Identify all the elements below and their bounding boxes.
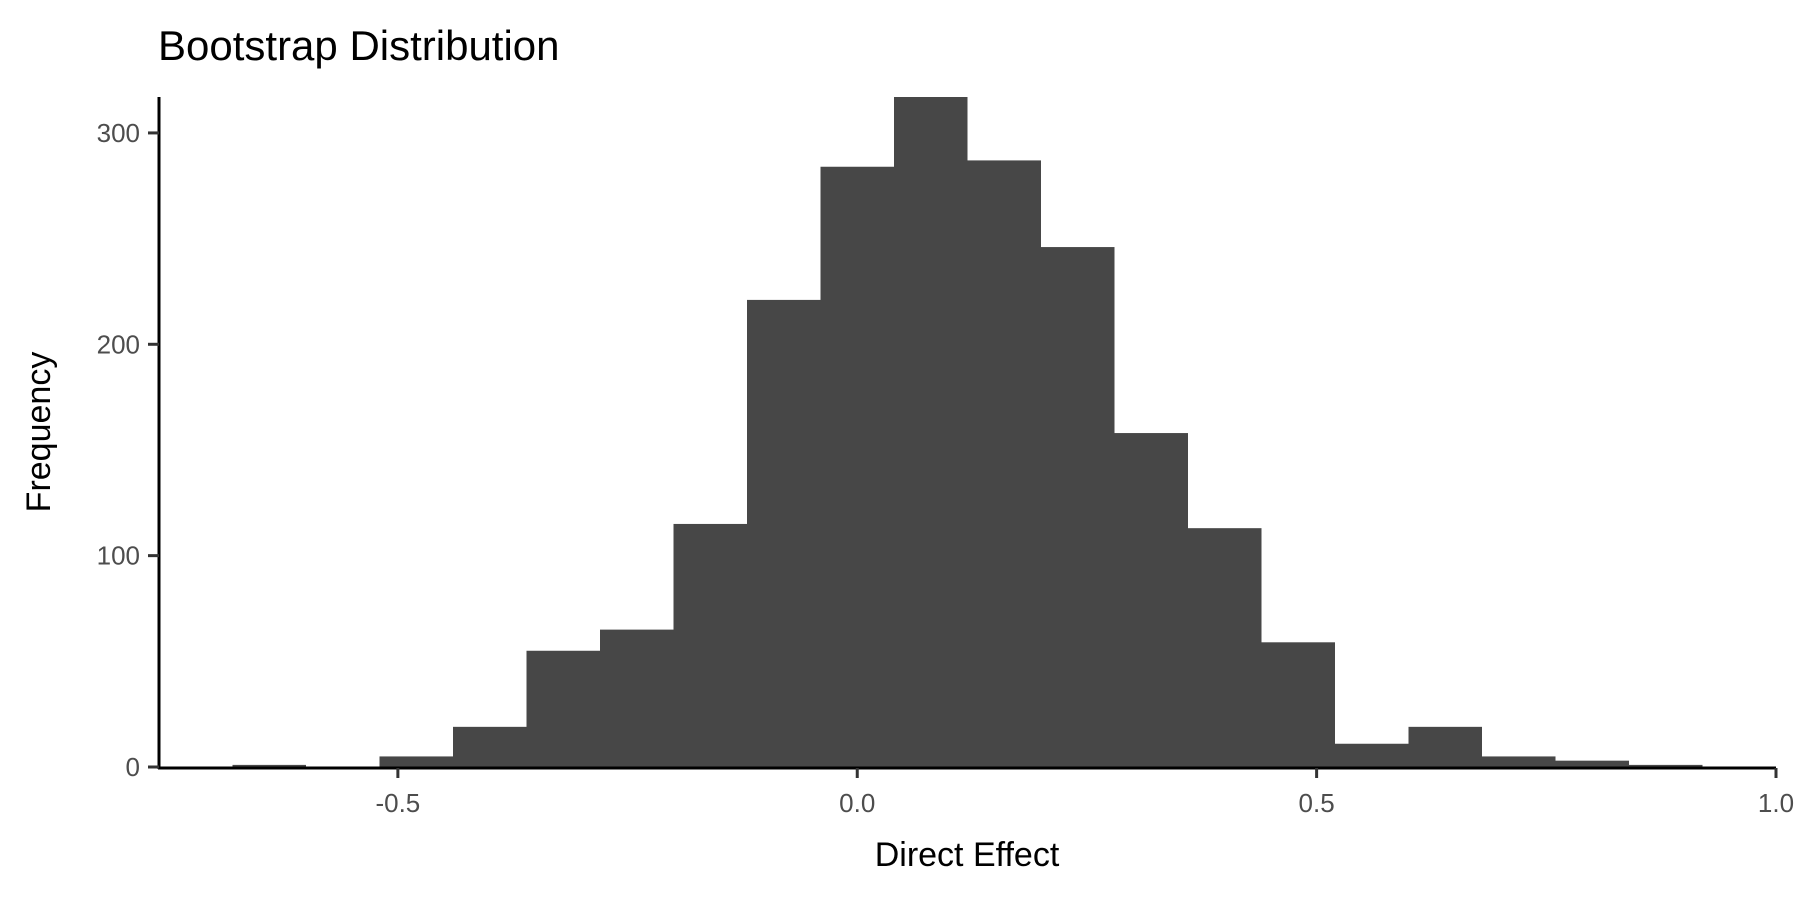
histogram-bar bbox=[1114, 433, 1188, 767]
histogram-bar bbox=[1555, 760, 1629, 767]
y-tick-label: 200 bbox=[97, 329, 140, 359]
histogram-bar bbox=[673, 523, 747, 767]
histogram-bar bbox=[747, 299, 821, 767]
histogram-bar bbox=[379, 756, 453, 767]
bars-group bbox=[232, 97, 1703, 768]
x-tick-label: 0.0 bbox=[839, 788, 875, 818]
x-tick-label: 1.0 bbox=[1758, 788, 1794, 818]
y-tick-label: 300 bbox=[97, 118, 140, 148]
histogram-bar bbox=[967, 160, 1041, 768]
histogram-bar bbox=[1408, 726, 1482, 767]
histogram-bar bbox=[600, 629, 674, 767]
histogram-bar bbox=[1335, 743, 1409, 767]
y-ticks-group: 0 100 200 300 bbox=[97, 118, 159, 782]
histogram-bar bbox=[232, 764, 306, 767]
x-axis-title: Direct Effect bbox=[875, 836, 1060, 874]
histogram-bar bbox=[1188, 528, 1262, 767]
histogram-bar bbox=[1629, 764, 1703, 767]
histogram-bar bbox=[820, 166, 894, 768]
y-tick-label: 100 bbox=[97, 541, 140, 571]
x-tick-label: 0.5 bbox=[1299, 788, 1335, 818]
chart-title: Bootstrap Distribution bbox=[158, 22, 560, 69]
y-axis-title: Frequency bbox=[20, 352, 58, 513]
histogram-bar bbox=[1041, 247, 1115, 767]
x-ticks-group: -0.5 0.0 0.5 1.0 bbox=[375, 768, 1794, 818]
histogram-bar bbox=[1482, 756, 1556, 767]
y-tick-label: 0 bbox=[126, 752, 140, 782]
x-tick-label: -0.5 bbox=[375, 788, 420, 818]
histogram-bar bbox=[1261, 642, 1335, 767]
histogram-bar bbox=[453, 726, 527, 767]
histogram-bar bbox=[894, 97, 968, 767]
histogram-bar bbox=[526, 650, 600, 767]
